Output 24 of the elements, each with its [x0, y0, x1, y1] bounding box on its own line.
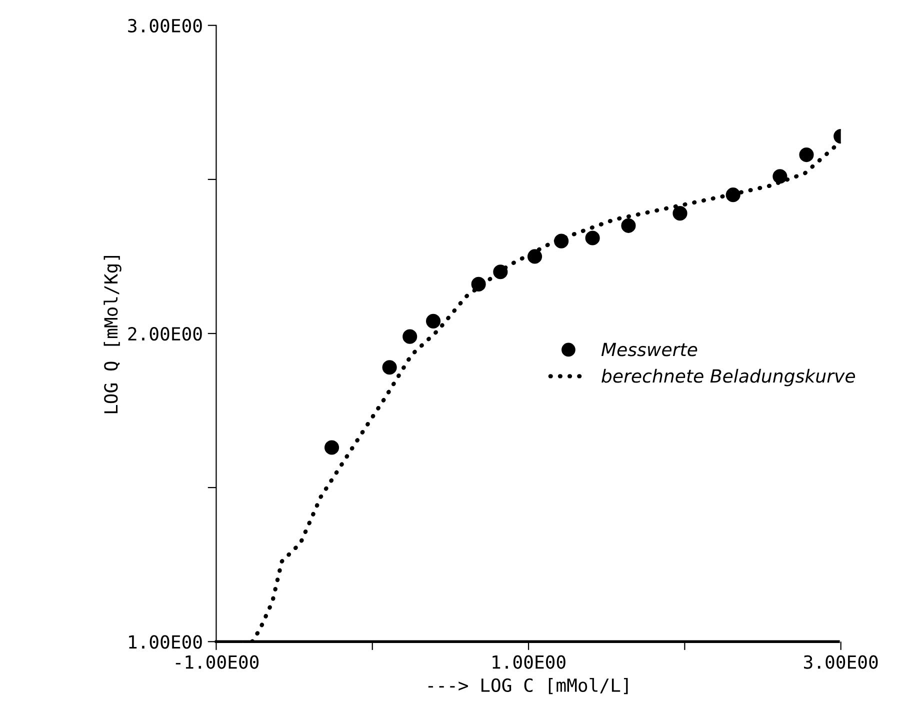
point [799, 148, 814, 162]
point [621, 218, 636, 233]
point [426, 314, 441, 328]
point [726, 188, 740, 202]
y-axis-title: LOG Q [mMol/Kg] [104, 256, 122, 414]
legend-label: Messwerte [601, 342, 698, 356]
y-tick-label: 3.00E00 [128, 18, 202, 33]
y-tick-label: 2.00E00 [128, 327, 202, 341]
point [402, 329, 418, 344]
y-tick-label: 1.00E00 [129, 635, 202, 649]
x-tick-label: 3.00E00 [804, 655, 878, 669]
point [554, 234, 569, 248]
x-tick-label: 1.00E00 [492, 655, 566, 669]
point [585, 230, 600, 246]
point [493, 264, 508, 280]
x-tick-label: -1.00E00 [176, 655, 259, 669]
legend-label: berechnete Beladungskurve [602, 368, 856, 386]
x-axis-title: ---> LOG C [mMol/L] [428, 678, 628, 694]
point [324, 440, 340, 455]
point [672, 206, 688, 221]
point [382, 360, 397, 375]
point [772, 169, 788, 184]
point [471, 276, 486, 292]
point [527, 249, 542, 264]
